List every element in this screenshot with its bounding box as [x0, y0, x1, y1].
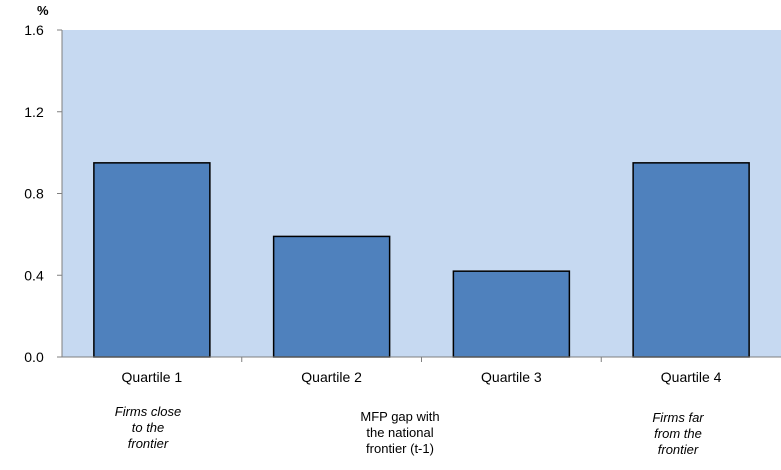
- x-axis-ticks: Quartile 1 Quartile 2 Quartile 3 Quartile 4: [122, 357, 722, 385]
- annotation-firms-close: Firms close to the frontier: [114, 404, 182, 451]
- x-tick-label: Quartile 2: [301, 369, 362, 385]
- bar-3: [452, 270, 571, 358]
- y-axis-ticks: 0.0 0.4 0.8 1.2 1.6: [24, 22, 62, 365]
- x-axis-title: MFP gap with the national frontier (t-1): [360, 409, 440, 456]
- x-tick-label: Quartile 4: [661, 369, 722, 385]
- y-tick-label: 1.2: [24, 104, 44, 120]
- bar-1: [93, 162, 211, 358]
- x-tick-label: Quartile 3: [481, 369, 542, 385]
- y-axis-unit-label: %: [37, 3, 49, 18]
- bars-group: [93, 162, 750, 358]
- y-tick-label: 0.8: [24, 186, 44, 202]
- y-tick-label: 1.6: [24, 22, 44, 38]
- annotation-firms-far: Firms far from the frontier: [652, 410, 704, 457]
- bar-4: [632, 162, 750, 358]
- y-tick-label: 0.0: [24, 349, 44, 365]
- x-tick-label: Quartile 1: [122, 369, 183, 385]
- bar-2: [272, 235, 391, 358]
- y-tick-label: 0.4: [24, 267, 44, 283]
